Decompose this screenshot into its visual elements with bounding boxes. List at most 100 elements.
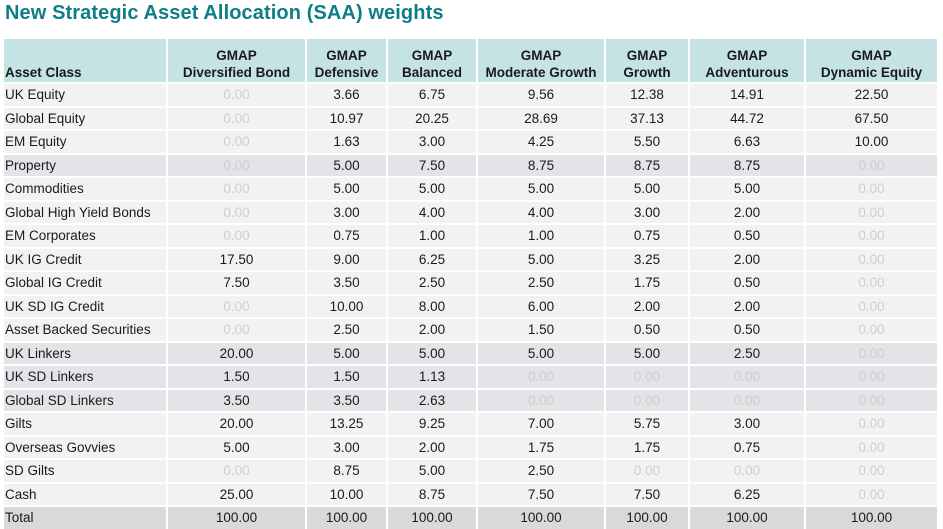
column-header-line: Dynamic Equity: [820, 65, 923, 80]
weight-cell: 0.00: [805, 317, 939, 342]
weight-cell: 5.00: [477, 176, 606, 201]
weight-cell: 3.50: [306, 387, 388, 412]
weight-cell: 7.00: [477, 411, 606, 436]
weight-cell: 1.63: [306, 129, 388, 154]
weight-cell: 0.00: [167, 105, 307, 130]
column-header-line: Balanced: [401, 65, 463, 80]
weight-cell: 0.00: [689, 458, 806, 483]
column-header-line: Moderate Growth: [485, 65, 597, 80]
header-row: Asset Class GMAP Diversified Bond GMAP Defen…: [4, 39, 939, 83]
total-row: Total 100.00 100.00 100.00 100.00 100.00 100.0…: [4, 505, 939, 529]
weight-cell: 7.50: [167, 270, 307, 295]
asset-class-label: SD Gilts: [4, 458, 168, 483]
weight-cell: 5.00: [477, 246, 606, 271]
weight-cell: 8.75: [306, 458, 388, 483]
weight-cell: 37.13: [605, 105, 690, 130]
asset-class-label: Asset Backed Securities: [4, 317, 168, 342]
column-header-line: Diversified Bond: [182, 65, 291, 80]
weight-cell: 8.75: [689, 152, 806, 177]
weight-cell: 0.00: [477, 364, 606, 389]
weight-cell: 0.00: [805, 246, 939, 271]
weight-cell: 0.00: [805, 199, 939, 224]
weight-cell: 22.50: [805, 82, 939, 107]
asset-class-label: Commodities: [4, 176, 168, 201]
weight-cell: 0.50: [605, 317, 690, 342]
table-row: Gilts 20.00 13.25 9.25 7.00 5.75 3.00 0.00: [4, 411, 939, 436]
column-header: GMAP Adventurous: [689, 39, 806, 83]
weight-cell: 6.63: [689, 129, 806, 154]
weight-cell: 0.00: [167, 458, 307, 483]
column-header: GMAP Balanced: [387, 39, 478, 83]
weight-cell: 0.00: [805, 340, 939, 365]
weight-cell: 0.75: [306, 223, 388, 248]
weight-cell: 3.50: [306, 270, 388, 295]
table-row: Overseas Govvies 5.00 3.00 2.00 1.75 1.75 0.75…: [4, 434, 939, 459]
weight-cell: 0.00: [167, 82, 307, 107]
page-title: New Strategic Asset Allocation (SAA) wei…: [5, 2, 444, 24]
weight-cell: 10.00: [805, 129, 939, 154]
weight-cell: 9.56: [477, 82, 606, 107]
weight-cell: 2.00: [387, 434, 478, 459]
weight-cell: 100.00: [306, 505, 388, 529]
weight-cell: 1.00: [387, 223, 478, 248]
asset-class-label: Global Equity: [4, 105, 168, 130]
asset-class-label: Gilts: [4, 411, 168, 436]
table-row: Global Equity 0.00 10.97 20.25 28.69 37.13 44.…: [4, 105, 939, 130]
asset-class-label: Property: [4, 152, 168, 177]
asset-class-label: UK Linkers: [4, 340, 168, 365]
weight-cell: 14.91: [689, 82, 806, 107]
weight-cell: 17.50: [167, 246, 307, 271]
weight-cell: 2.00: [605, 293, 690, 318]
weight-cell: 0.00: [805, 152, 939, 177]
weight-cell: 3.66: [306, 82, 388, 107]
weight-cell: 1.75: [605, 270, 690, 295]
weight-cell: 9.25: [387, 411, 478, 436]
column-header-line: GMAP: [411, 48, 453, 63]
column-header: GMAP Dynamic Equity: [805, 39, 939, 83]
asset-class-label: Global SD Linkers: [4, 387, 168, 412]
weight-cell: 1.50: [167, 364, 307, 389]
weight-cell: 20.25: [387, 105, 478, 130]
weight-cell: 44.72: [689, 105, 806, 130]
column-header-asset-class: Asset Class: [4, 39, 168, 83]
weight-cell: 100.00: [605, 505, 690, 529]
weight-cell: 20.00: [167, 411, 307, 436]
table-row: Global High Yield Bonds 0.00 3.00 4.00 4.00 3…: [4, 199, 939, 224]
table-row: Cash 25.00 10.00 8.75 7.50 7.50 6.25 0.00: [4, 481, 939, 506]
table-row: UK Linkers 20.00 5.00 5.00 5.00 5.00 2.50 0.00: [4, 340, 939, 365]
weight-cell: 5.00: [477, 340, 606, 365]
column-header-line: Adventurous: [705, 65, 789, 80]
weight-cell: 5.00: [605, 176, 690, 201]
weight-cell: 0.00: [805, 434, 939, 459]
weight-cell: 0.00: [167, 129, 307, 154]
weight-cell: 13.25: [306, 411, 388, 436]
table-row: UK SD IG Credit 0.00 10.00 8.00 6.00 2.00 2.00…: [4, 293, 939, 318]
column-header-line: Defensive: [314, 65, 379, 80]
weight-cell: 5.00: [387, 176, 478, 201]
asset-class-label: Global IG Credit: [4, 270, 168, 295]
column-header-line: GMAP: [726, 48, 768, 63]
weight-cell: 1.13: [387, 364, 478, 389]
weight-cell: 0.00: [167, 317, 307, 342]
weight-cell: 5.00: [306, 340, 388, 365]
weight-cell: 5.75: [605, 411, 690, 436]
table-row: Global IG Credit 7.50 3.50 2.50 2.50 1.75 0.50…: [4, 270, 939, 295]
table-row: SD Gilts 0.00 8.75 5.00 2.50 0.00 0.00 0.00: [4, 458, 939, 483]
weight-cell: 3.00: [387, 129, 478, 154]
weight-cell: 8.00: [387, 293, 478, 318]
weight-cell: 5.00: [605, 340, 690, 365]
weight-cell: 0.00: [167, 293, 307, 318]
weight-cell: 0.00: [805, 270, 939, 295]
weight-cell: 100.00: [167, 505, 307, 529]
weight-cell: 7.50: [387, 152, 478, 177]
weight-cell: 2.00: [387, 317, 478, 342]
weight-cell: 5.00: [689, 176, 806, 201]
weight-cell: 1.50: [306, 364, 388, 389]
weight-cell: 3.00: [306, 434, 388, 459]
weight-cell: 0.00: [805, 364, 939, 389]
column-header: GMAP Growth: [605, 39, 690, 83]
weight-cell: 20.00: [167, 340, 307, 365]
asset-class-label: UK IG Credit: [4, 246, 168, 271]
weight-cell: 6.25: [689, 481, 806, 506]
weight-cell: 0.00: [605, 387, 690, 412]
